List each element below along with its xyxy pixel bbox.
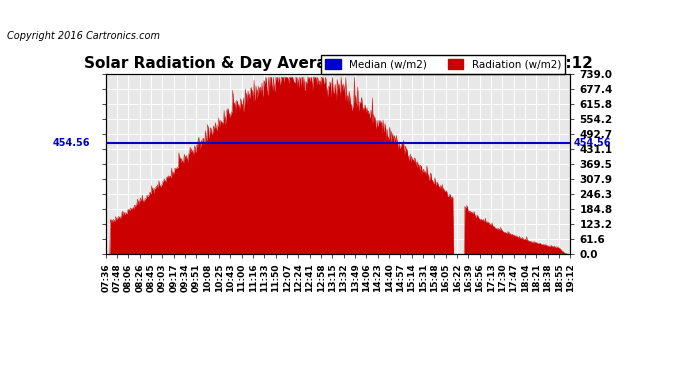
Title: Solar Radiation & Day Average per Minute Fri Mar 25 19:12: Solar Radiation & Day Average per Minute… — [83, 56, 593, 71]
Text: Copyright 2016 Cartronics.com: Copyright 2016 Cartronics.com — [7, 32, 160, 41]
Text: 454.56: 454.56 — [53, 138, 90, 148]
Text: 454.56: 454.56 — [573, 138, 611, 148]
Legend: Median (w/m2), Radiation (w/m2): Median (w/m2), Radiation (w/m2) — [321, 55, 565, 74]
